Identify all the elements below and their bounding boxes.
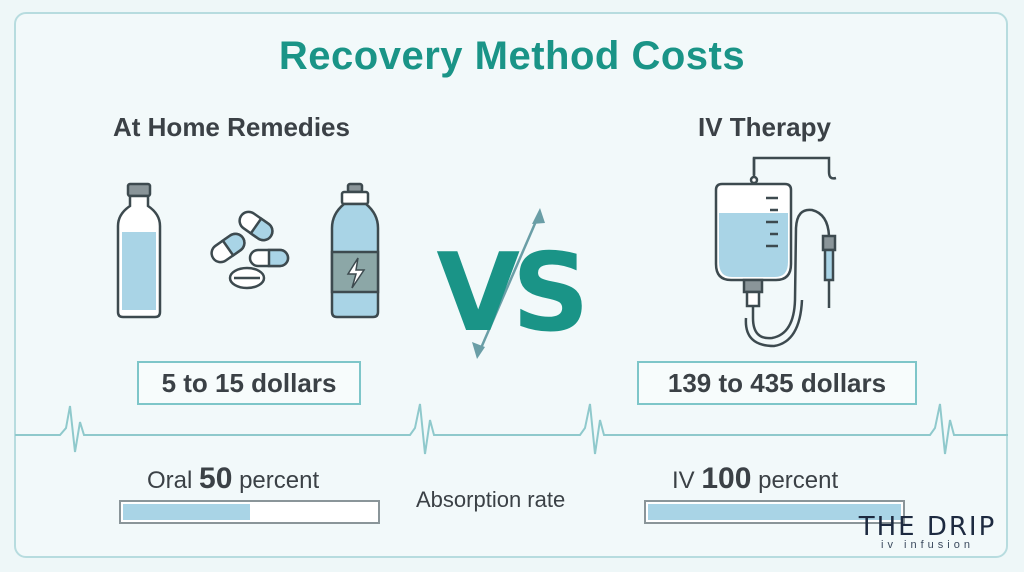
oral-prefix: Oral bbox=[147, 467, 193, 494]
logo-tagline: iv infusion bbox=[881, 539, 974, 551]
at-home-heading: At Home Remedies bbox=[113, 112, 350, 142]
oral-absorption-label: Oral 50 percent bbox=[147, 462, 319, 496]
iv-price-box: 139 to 435 dollars bbox=[637, 361, 917, 405]
iv-bag-icon bbox=[714, 156, 837, 348]
home-price-box: 5 to 15 dollars bbox=[137, 361, 361, 405]
oral-absorption-fill bbox=[123, 504, 250, 520]
heartbeat-line bbox=[15, 403, 1008, 455]
pills-icon bbox=[210, 210, 290, 290]
vs-text: VS bbox=[436, 231, 582, 356]
absorption-rate-label: Absorption rate bbox=[416, 487, 566, 512]
iv-therapy-heading: IV Therapy bbox=[698, 112, 831, 142]
iv-price-text: 139 to 435 dollars bbox=[667, 367, 887, 398]
diagonal-arrow bbox=[476, 211, 542, 356]
logo-wordmark: THE DRIP bbox=[858, 512, 997, 542]
iv-suffix: percent bbox=[758, 467, 839, 494]
oral-absorption-bar bbox=[119, 500, 380, 524]
water-bottle-icon bbox=[116, 182, 162, 319]
home-price-text: 5 to 15 dollars bbox=[161, 367, 337, 398]
brand-logo: THE DRIP iv infusion bbox=[845, 512, 1010, 551]
sports-drink-icon bbox=[330, 182, 380, 319]
infographic-card bbox=[14, 12, 1008, 558]
iv-absorption-label: IV 100 percent bbox=[672, 462, 838, 496]
iv-absorption-fill bbox=[648, 504, 901, 520]
iv-absorption-bar bbox=[644, 500, 905, 524]
oral-value: 50 bbox=[199, 462, 233, 495]
oral-suffix: percent bbox=[239, 467, 320, 494]
iv-prefix: IV bbox=[672, 467, 695, 494]
versus-graphic: VS bbox=[436, 208, 590, 359]
page-title: Recovery Method Costs bbox=[278, 34, 746, 78]
iv-value: 100 bbox=[701, 462, 752, 495]
